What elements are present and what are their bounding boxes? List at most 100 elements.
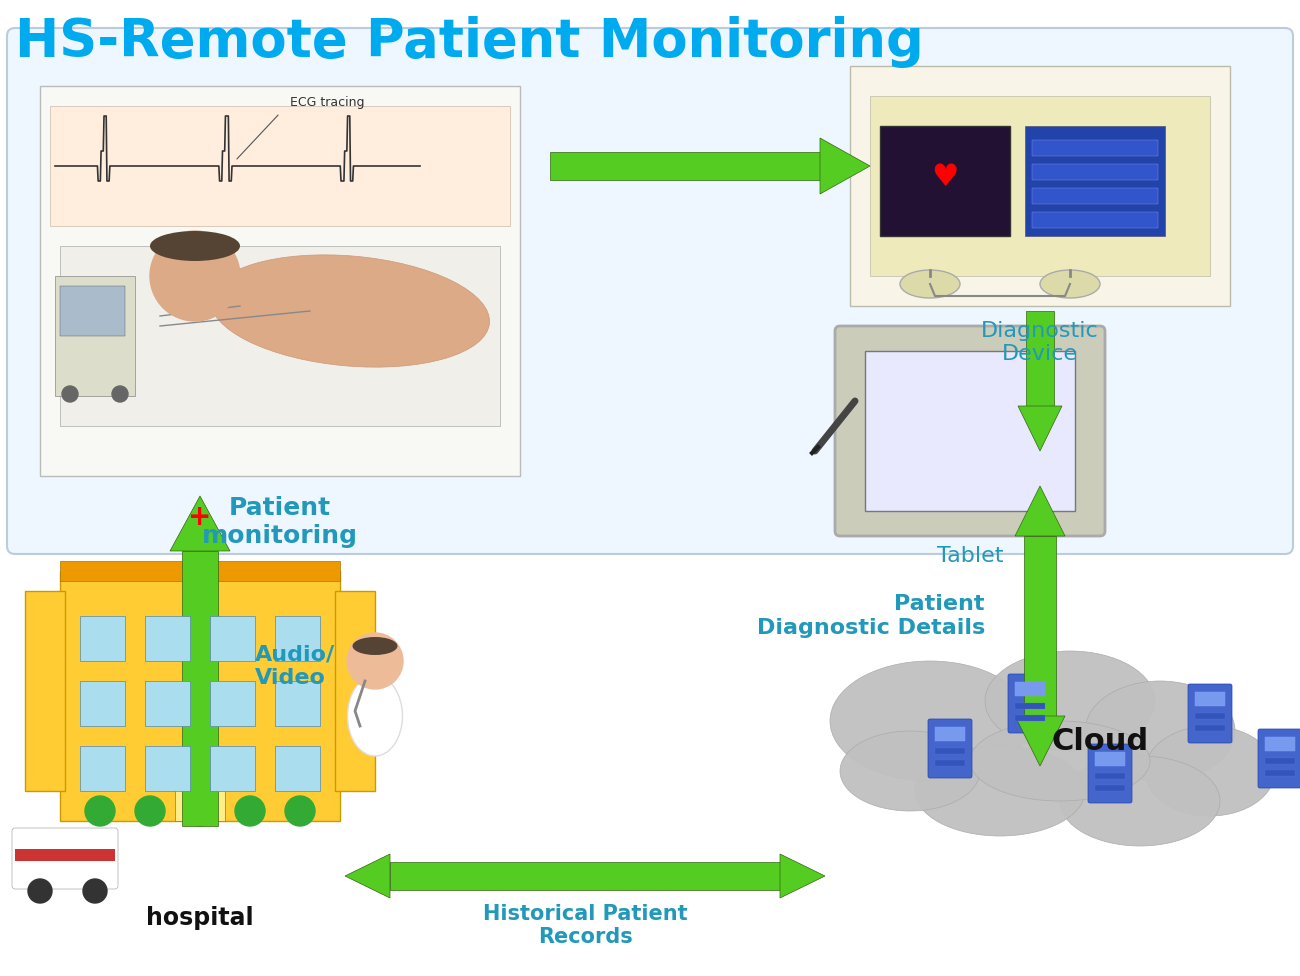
Bar [1265,737,1295,751]
Circle shape [347,633,403,689]
Circle shape [135,796,165,826]
Bar [1195,692,1225,706]
Bar [1095,773,1124,779]
Ellipse shape [970,721,1150,801]
Bar [1265,758,1295,764]
Bar [935,760,965,766]
Bar [182,551,218,826]
Polygon shape [1018,406,1062,451]
Bar [850,66,1230,306]
Bar [176,761,225,821]
Bar [870,96,1210,276]
Bar [25,591,65,791]
Text: Historical Patient
Records: Historical Patient Records [482,904,688,947]
Ellipse shape [352,637,398,655]
Ellipse shape [985,651,1154,751]
Text: HS-Remote Patient Monitoring: HS-Remote Patient Monitoring [16,16,924,68]
Text: +: + [188,503,212,531]
Bar [1265,770,1295,776]
Circle shape [150,231,240,321]
Ellipse shape [211,255,490,367]
Bar [276,681,320,726]
Text: ♥: ♥ [931,164,958,192]
Bar [335,591,374,791]
FancyBboxPatch shape [1008,674,1052,733]
Text: Cloud: Cloud [1052,726,1149,755]
Bar [146,681,190,726]
FancyBboxPatch shape [6,28,1294,554]
Polygon shape [344,854,390,898]
Bar [1195,725,1225,731]
Text: Diagnostic
Device: Diagnostic Device [982,321,1098,364]
FancyBboxPatch shape [1088,744,1132,803]
Bar [16,849,114,861]
Bar [935,727,965,741]
Text: Audio/
Video: Audio/ Video [255,644,335,688]
Bar [864,351,1075,511]
Polygon shape [1015,716,1065,766]
Text: Patient
monitoring: Patient monitoring [202,496,358,548]
Polygon shape [820,138,870,194]
Bar [81,746,125,791]
FancyBboxPatch shape [12,828,118,889]
Bar [935,748,965,754]
Bar [1015,715,1045,721]
Bar [550,152,820,180]
Bar [1024,126,1165,236]
Bar [276,616,320,661]
Bar [211,616,255,661]
Ellipse shape [840,731,980,811]
FancyBboxPatch shape [928,719,972,778]
Ellipse shape [150,231,240,261]
Bar [211,746,255,791]
Ellipse shape [1145,726,1275,816]
Circle shape [29,879,52,903]
FancyBboxPatch shape [1188,684,1232,743]
Bar [1032,140,1158,156]
Ellipse shape [829,661,1030,781]
Polygon shape [170,496,230,551]
Circle shape [62,386,78,402]
Bar [880,126,1010,236]
Bar [60,561,341,581]
Circle shape [84,796,114,826]
Text: Tablet: Tablet [937,546,1004,566]
Circle shape [112,386,127,402]
Polygon shape [1015,486,1065,536]
Bar [60,246,501,426]
Bar [1032,164,1158,180]
Bar [1095,752,1124,766]
Text: hospital: hospital [146,906,254,930]
Circle shape [285,796,315,826]
Bar [1015,703,1045,709]
Ellipse shape [900,270,959,298]
Bar [390,862,780,890]
Ellipse shape [347,676,403,756]
Circle shape [235,796,265,826]
Bar [146,746,190,791]
Bar [60,286,125,336]
FancyBboxPatch shape [835,326,1105,536]
FancyBboxPatch shape [1258,729,1300,788]
Ellipse shape [1086,681,1235,781]
Text: Patient
Diagnostic Details: Patient Diagnostic Details [757,594,985,637]
Text: ECG tracing: ECG tracing [290,96,364,109]
Bar [146,616,190,661]
Bar [1026,311,1054,406]
Bar [1195,713,1225,719]
Bar [40,86,520,476]
Circle shape [83,879,107,903]
Bar [81,681,125,726]
Polygon shape [780,854,826,898]
Ellipse shape [915,746,1086,836]
Ellipse shape [1060,756,1219,846]
Circle shape [185,796,215,826]
Bar [1015,682,1045,696]
Bar [276,746,320,791]
Ellipse shape [1040,270,1100,298]
Bar [1095,785,1124,791]
Bar [1032,188,1158,204]
Bar [211,681,255,726]
Bar [60,571,341,821]
Bar [55,276,135,396]
